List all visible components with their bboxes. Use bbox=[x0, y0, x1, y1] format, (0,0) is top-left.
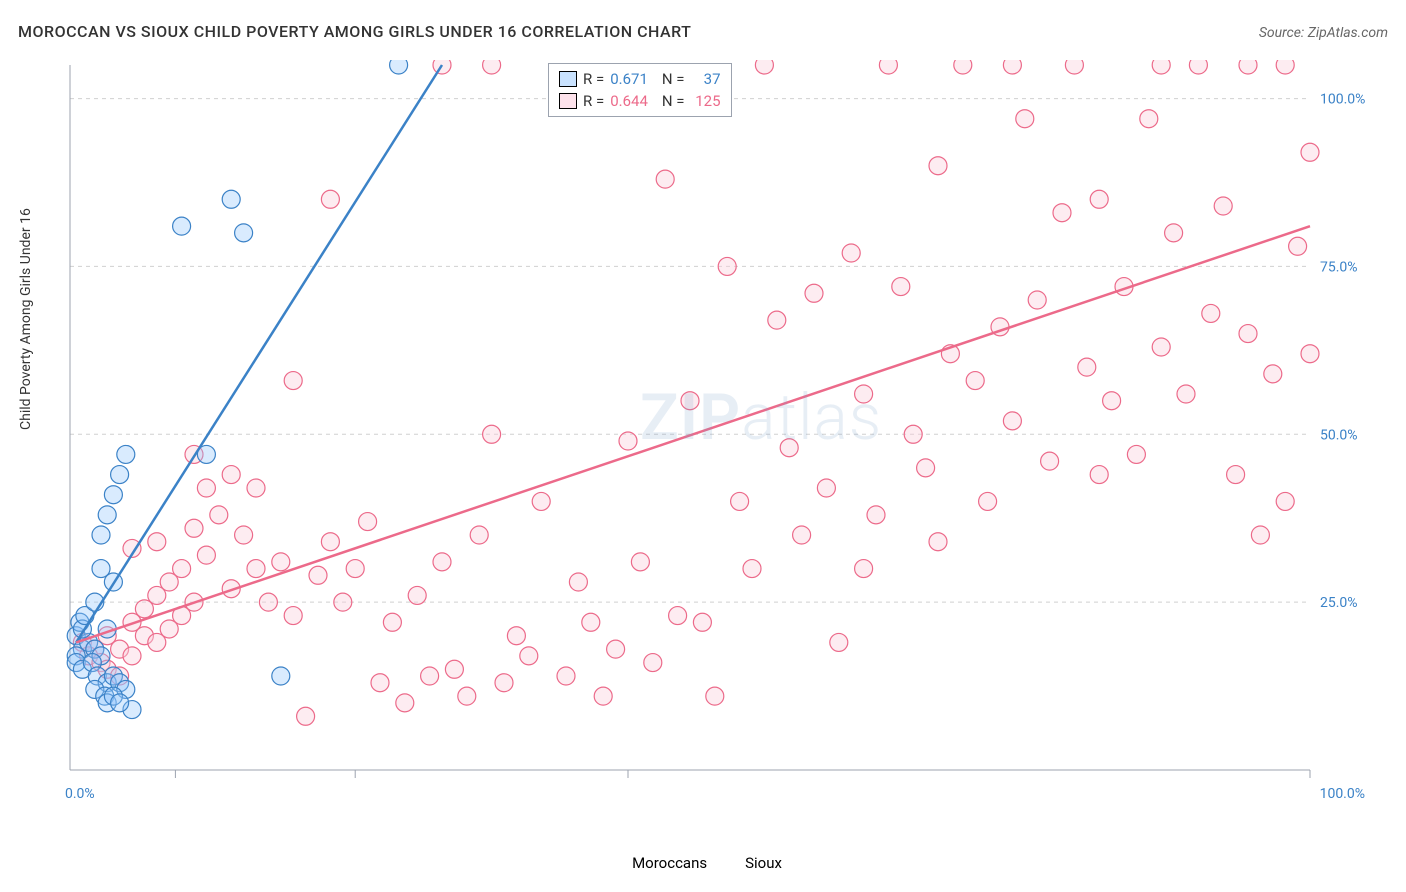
svg-text:25.0%: 25.0% bbox=[1320, 595, 1358, 611]
svg-text:100.0%: 100.0% bbox=[1320, 92, 1365, 108]
legend-item-moroccans: Moroccans bbox=[624, 854, 707, 872]
chart-source: Source: ZipAtlas.com bbox=[1259, 25, 1388, 41]
swatch-blue-icon bbox=[559, 71, 577, 87]
y-axis-label: Child Poverty Among Girls Under 16 bbox=[18, 208, 34, 430]
stats-row-sioux: R = 0.644 N = 125 bbox=[559, 90, 721, 112]
chart-header: MOROCCAN VS SIOUX CHILD POVERTY AMONG GI… bbox=[18, 22, 1388, 41]
stats-row-moroccans: R = 0.671 N = 37 bbox=[559, 68, 721, 90]
svg-text:50.0%: 50.0% bbox=[1320, 427, 1358, 443]
bottom-legend: Moroccans Sioux bbox=[624, 854, 782, 872]
stats-legend: R = 0.671 N = 37 R = 0.644 N = 125 bbox=[548, 63, 732, 117]
svg-text:75.0%: 75.0% bbox=[1320, 259, 1358, 275]
chart-title: MOROCCAN VS SIOUX CHILD POVERTY AMONG GI… bbox=[18, 22, 691, 41]
chart-svg: 25.0% 50.0% 75.0% 100.0% 0.0% 100.0% bbox=[60, 60, 1380, 830]
swatch-pink-icon bbox=[559, 93, 577, 109]
svg-text:0.0%: 0.0% bbox=[65, 786, 95, 802]
svg-text:100.0%: 100.0% bbox=[1320, 786, 1365, 802]
legend-item-sioux: Sioux bbox=[737, 854, 782, 872]
plot-area: 25.0% 50.0% 75.0% 100.0% 0.0% 100.0% bbox=[60, 60, 1380, 830]
